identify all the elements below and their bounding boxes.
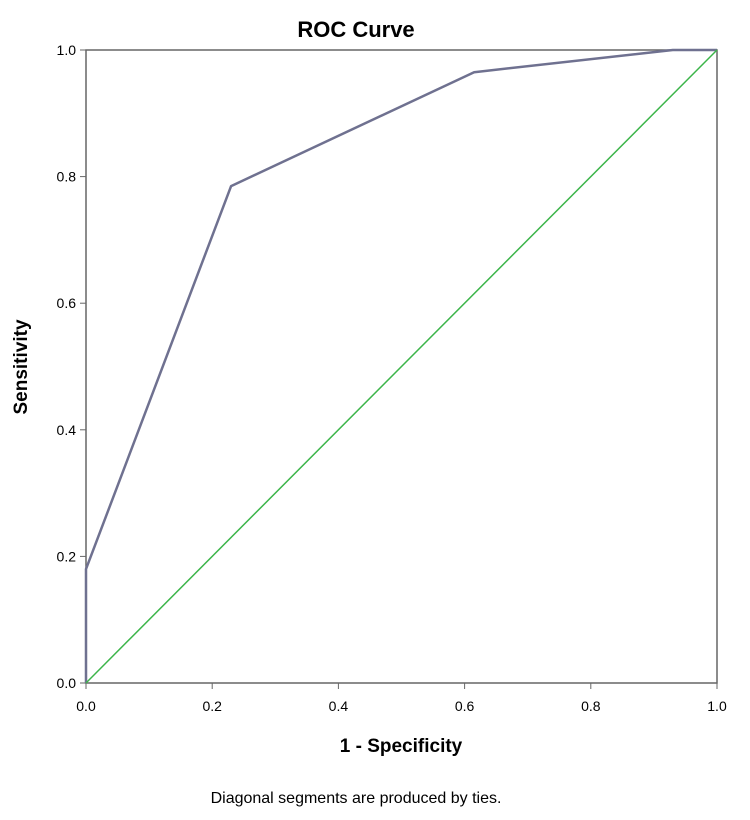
x-tick-label: 1.0	[707, 698, 727, 714]
x-tick-label: 0.6	[455, 698, 475, 714]
y-axis-label: Sensitivity	[11, 319, 32, 414]
x-axis-label: 1 - Specificity	[340, 736, 463, 757]
chart-footnote: Diagonal segments are produced by ties.	[211, 790, 502, 807]
roc-curve-line	[84, 48, 717, 683]
y-tick-label: 0.8	[57, 169, 77, 185]
chart-title: ROC Curve	[297, 17, 414, 42]
y-tick-label: 0.4	[57, 422, 77, 438]
y-tick-label: 0.2	[57, 548, 77, 564]
x-tick-label: 0.4	[329, 698, 349, 714]
y-tick-label: 0.6	[57, 295, 77, 311]
x-tick-label: 0.8	[581, 698, 601, 714]
axis-ticks: 0.0 0.2 0.4 0.6 0.8 1.0 0.0 0.2 0.4 0.6 0.8 1.0	[57, 42, 727, 714]
series-lines	[84, 48, 718, 684]
y-tick-label: 1.0	[57, 42, 77, 58]
y-tick-label: 0.0	[57, 675, 77, 691]
reference-diagonal-line	[85, 49, 718, 684]
x-tick-label: 0.2	[202, 698, 222, 714]
x-tick-label: 0.0	[76, 698, 96, 714]
